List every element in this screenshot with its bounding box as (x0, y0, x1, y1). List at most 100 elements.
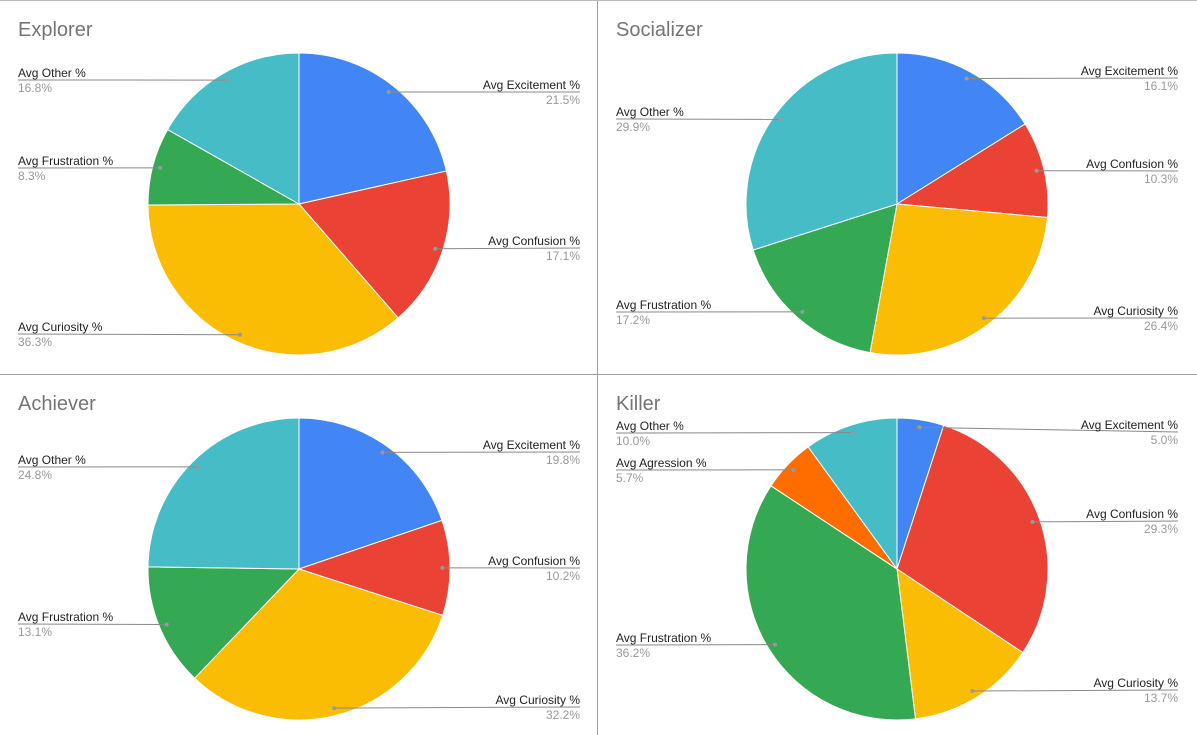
pie-slice-avg-curiosity (869, 203, 1048, 356)
slice-value-label: 8.3% (18, 169, 46, 183)
leader-dot (158, 165, 163, 170)
leader-dot (332, 706, 337, 711)
slice-value-label: 13.1% (18, 625, 52, 639)
slice-value-label: 26.4% (1144, 319, 1178, 333)
leader-line (972, 689, 1179, 692)
leader-dot (850, 430, 855, 435)
pie-slice-avg-curiosity (896, 567, 1024, 720)
pie-slice-avg-confusion (896, 424, 1049, 654)
leader-dot (791, 467, 796, 472)
leader-line (435, 247, 581, 250)
slice-value-label: 10.2% (546, 569, 580, 583)
slice-label: Avg Confusion % (488, 554, 580, 568)
pie-svg: Avg Excitement %5.0% Avg Confusion %29.3%… (615, 417, 1179, 721)
pie-svg: Avg Excitement %19.8% Avg Confusion %10.2… (17, 417, 581, 722)
pie-slice-avg-curiosity (147, 203, 399, 356)
slice-value-label: 24.8% (18, 468, 52, 482)
leader-dot (237, 332, 242, 337)
leader-line (966, 77, 1179, 80)
leader-dot (773, 642, 778, 647)
pie-slice-avg-other (745, 52, 898, 251)
pie-slice-avg-confusion (298, 170, 451, 319)
slice-value-label: 13.7% (1144, 691, 1178, 705)
slice-value-label: 16.1% (1144, 79, 1178, 93)
leader-dot (386, 90, 391, 95)
leader-dot (800, 309, 805, 314)
slice-label: Avg Excitement % (1081, 418, 1178, 432)
slice-value-label: 21.5% (546, 93, 580, 107)
slice-label: Avg Excitement % (483, 78, 580, 92)
slice-label: Avg Excitement % (1081, 64, 1178, 78)
slice-label: Avg Curiosity % (1094, 676, 1179, 690)
leader-line (334, 706, 581, 709)
slice-label: Avg Other % (18, 66, 86, 80)
chart-title: Achiever (18, 393, 96, 415)
leader-dot (440, 565, 445, 570)
leader-dot (917, 425, 922, 430)
chart-title: Socializer (616, 19, 703, 41)
slice-value-label: 10.3% (1144, 172, 1178, 186)
slice-label: Avg Frustration % (18, 154, 113, 168)
leader-line (1032, 520, 1179, 523)
slice-value-label: 29.9% (616, 120, 650, 134)
leader-dot (380, 450, 385, 455)
slice-label: Avg Curiosity % (496, 693, 581, 707)
pie-slice-avg-frustration (147, 566, 301, 679)
slice-value-label: 10.0% (616, 434, 650, 448)
slice-label: Avg Other % (616, 105, 684, 119)
pie-svg: Avg Excitement %16.1% Avg Confusion %10.3… (615, 52, 1179, 356)
slice-value-label: 29.3% (1144, 522, 1178, 536)
slice-label: Avg Confusion % (488, 234, 580, 248)
slice-label: Avg Frustration % (18, 610, 113, 624)
slice-value-label: 36.2% (616, 646, 650, 660)
leader-line (17, 333, 240, 336)
leader-dot (981, 316, 986, 321)
slice-label: Avg Excitement % (483, 438, 580, 452)
pie-slice-avg-other (147, 417, 300, 570)
slice-value-label: 17.1% (546, 249, 580, 263)
leader-dot (964, 76, 969, 81)
leader-dot (1034, 168, 1039, 173)
slice-label: Avg Other % (616, 419, 684, 433)
leader-dot (970, 689, 975, 694)
slice-label: Avg Confusion % (1086, 507, 1178, 521)
slice-value-label: 19.8% (546, 453, 580, 467)
slice-label: Avg Confusion % (1086, 157, 1178, 171)
slice-label: Avg Frustration % (616, 298, 711, 312)
pie-svg: Avg Excitement %21.5% Avg Confusion %17.1… (17, 52, 581, 356)
chart-explorer: Explorer Avg Excitement % 21.5% Avg Confus… (0, 1, 597, 368)
slice-label: Avg Other % (18, 453, 86, 467)
divider-vertical (597, 1, 598, 735)
slice-label: Avg Curiosity % (18, 320, 103, 334)
slice-value-label: 36.3% (18, 335, 52, 349)
divider-horizontal (0, 374, 1197, 375)
chart-socializer: Socializer Avg Excitement % 16.1% Avg Conf… (598, 1, 1195, 368)
pie-slice-avg-excitement (298, 52, 447, 205)
pie-slice-avg-other (807, 417, 898, 571)
chart-achiever: Achiever Avg Excitement % 19.8% Avg Confus… (0, 375, 597, 735)
pie-slice-avg-excitement (298, 417, 443, 570)
slice-value-label: 5.7% (616, 471, 644, 485)
chart-title: Explorer (18, 19, 93, 41)
slice-value-label: 16.8% (18, 81, 52, 95)
chart-title: Killer (616, 393, 661, 415)
slice-value-label: 32.2% (546, 708, 580, 722)
slice-value-label: 5.0% (1151, 433, 1179, 447)
pie-slice-avg-other (166, 52, 300, 205)
slice-label: Avg Curiosity % (1094, 304, 1179, 318)
leader-line (919, 426, 1179, 433)
pie-slice-avg-confusion (895, 123, 1049, 219)
chart-killer: Killer Avg Excitement % 5.0% Avg Confusion… (598, 375, 1195, 735)
leader-dot (196, 464, 201, 469)
leader-dot (224, 78, 229, 83)
slice-label: Avg Frustration % (616, 631, 711, 645)
leader-dot (433, 246, 438, 251)
pie-slice-avg-curiosity (193, 568, 444, 721)
pie-slice-avg-frustration (745, 485, 917, 721)
leader-dot (1030, 519, 1035, 524)
pie-slice-avg-excitement (896, 52, 1026, 205)
pie-slice-avg-frustration (752, 203, 898, 354)
slice-value-label: 17.2% (616, 313, 650, 327)
leader-dot (779, 117, 784, 122)
